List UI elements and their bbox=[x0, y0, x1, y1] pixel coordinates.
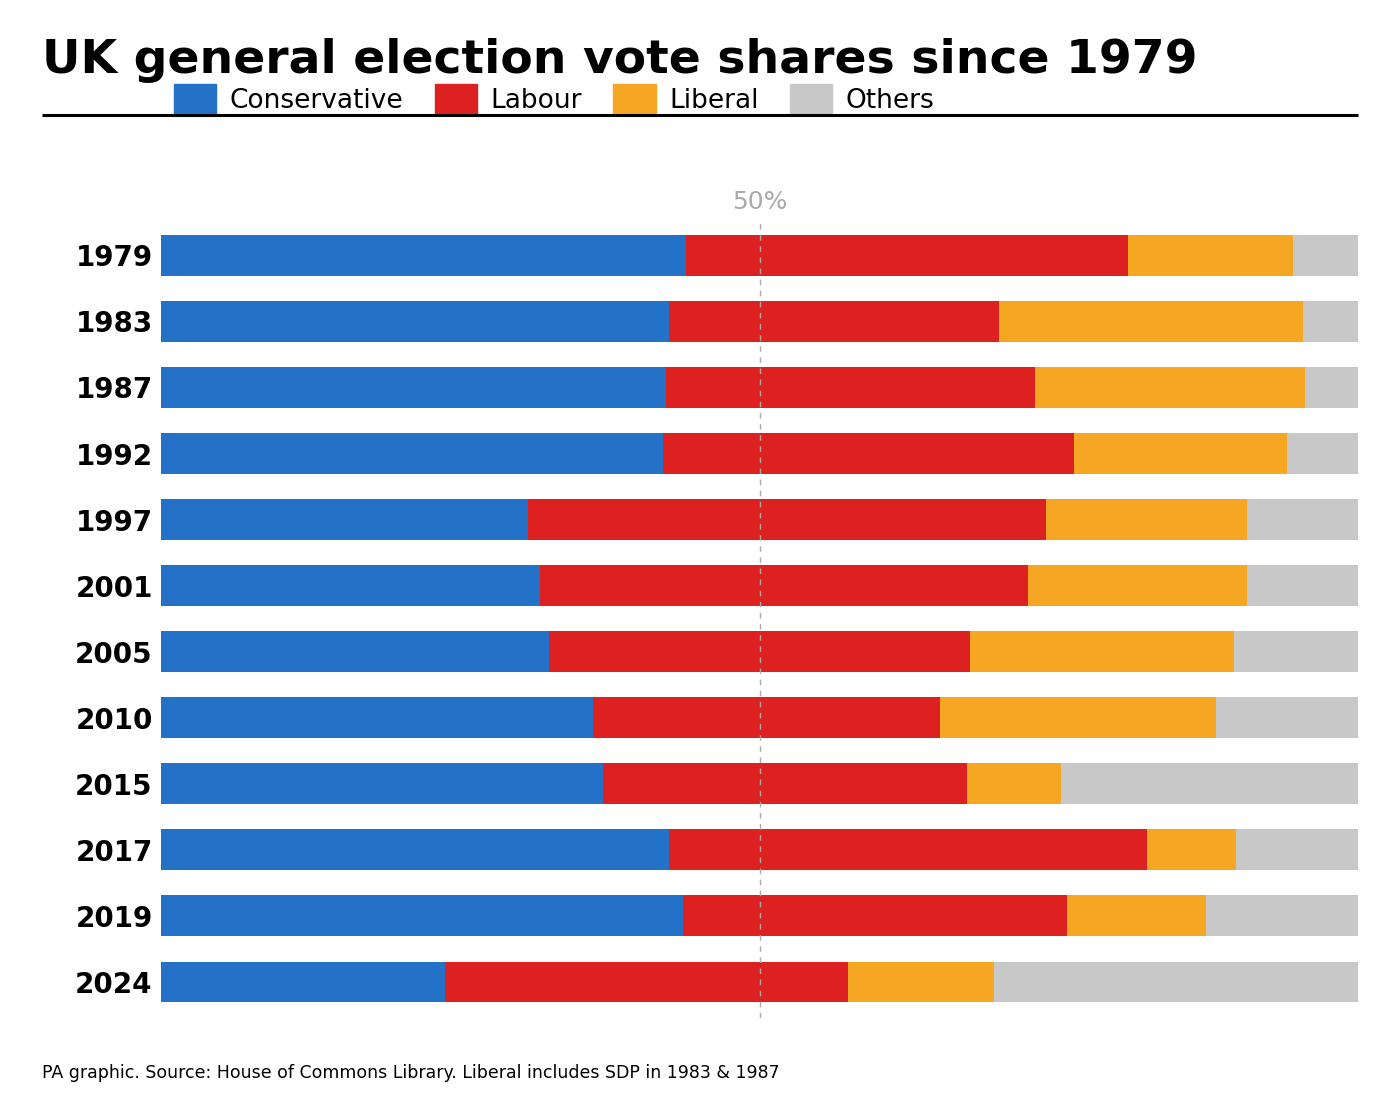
Bar bbox=[161, 433, 662, 474]
Legend: Conservative, Labour, Liberal, Others: Conservative, Labour, Liberal, Others bbox=[174, 84, 934, 115]
Bar bbox=[1061, 763, 1358, 805]
Bar bbox=[666, 367, 1035, 408]
Bar bbox=[594, 698, 941, 738]
Bar bbox=[970, 631, 1233, 672]
Bar bbox=[1000, 301, 1303, 342]
Bar bbox=[161, 301, 669, 342]
Bar bbox=[1233, 631, 1358, 672]
Bar bbox=[994, 961, 1358, 1003]
Bar bbox=[161, 698, 594, 738]
Bar bbox=[161, 631, 549, 672]
Bar bbox=[161, 896, 683, 936]
Bar bbox=[1035, 367, 1305, 408]
Bar bbox=[161, 829, 669, 871]
Bar bbox=[1246, 565, 1358, 607]
Bar bbox=[1288, 433, 1358, 474]
Text: 50%: 50% bbox=[732, 189, 787, 214]
Bar bbox=[966, 763, 1061, 805]
Bar bbox=[161, 234, 686, 276]
Bar bbox=[848, 961, 994, 1003]
Bar bbox=[669, 301, 1000, 342]
Bar bbox=[1305, 367, 1358, 408]
Bar bbox=[1205, 896, 1358, 936]
Bar bbox=[549, 631, 970, 672]
Bar bbox=[602, 763, 966, 805]
Bar bbox=[1294, 234, 1358, 276]
Bar bbox=[941, 698, 1215, 738]
Bar bbox=[1128, 234, 1294, 276]
Bar bbox=[1067, 896, 1205, 936]
Bar bbox=[1046, 499, 1246, 540]
Text: UK general election vote shares since 1979: UK general election vote shares since 19… bbox=[42, 38, 1197, 83]
Bar bbox=[161, 763, 602, 805]
Bar bbox=[1215, 698, 1358, 738]
Bar bbox=[161, 565, 540, 607]
Bar bbox=[1236, 829, 1358, 871]
Text: PA graphic. Source: House of Commons Library. Liberal includes SDP in 1983 & 198: PA graphic. Source: House of Commons Lib… bbox=[42, 1064, 780, 1082]
Bar bbox=[1148, 829, 1236, 871]
Bar bbox=[445, 961, 848, 1003]
Bar bbox=[669, 829, 1148, 871]
Bar bbox=[528, 499, 1046, 540]
Bar bbox=[1074, 433, 1288, 474]
Bar bbox=[161, 367, 666, 408]
Bar bbox=[683, 896, 1067, 936]
Bar bbox=[1246, 499, 1358, 540]
Bar bbox=[540, 565, 1028, 607]
Bar bbox=[1028, 565, 1246, 607]
Bar bbox=[161, 499, 528, 540]
Bar bbox=[662, 433, 1074, 474]
Bar bbox=[686, 234, 1128, 276]
Bar bbox=[161, 961, 445, 1003]
Bar bbox=[1303, 301, 1358, 342]
